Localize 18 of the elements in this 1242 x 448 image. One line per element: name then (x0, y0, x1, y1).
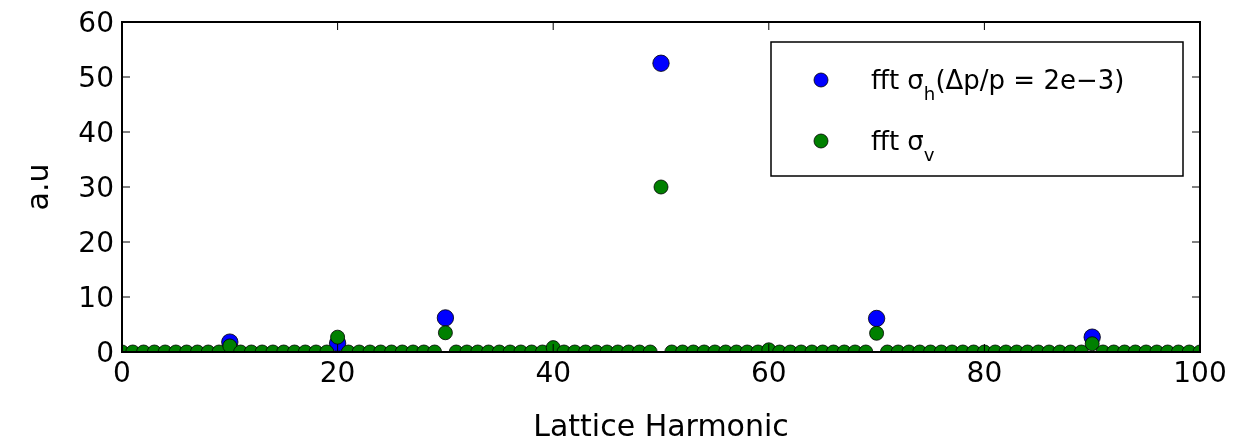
x-tick-label: 100 (1173, 356, 1227, 389)
x-tick-label: 80 (966, 356, 1003, 389)
y-tick-label: 50 (78, 60, 114, 94)
y-tick-label: 60 (78, 5, 114, 39)
y-axis-title: a.u (20, 163, 55, 211)
x-tick-label: 60 (750, 356, 787, 389)
x-axis-title: Lattice Harmonic (533, 408, 789, 443)
y-tick-label: 20 (78, 225, 114, 259)
y-tick-label: 10 (78, 280, 114, 314)
x-tick-label: 20 (319, 356, 356, 389)
legend-label: fft σ$_{h}$(Δp/p = 2e−3) (871, 65, 1125, 104)
point (436, 309, 454, 327)
y-tick-label: 40 (78, 115, 114, 149)
point (652, 54, 670, 72)
point (868, 309, 886, 328)
y-tick-label: 30 (78, 170, 114, 204)
x-tick-label: 40 (535, 356, 572, 389)
legend-label: fft σ$_{v}$ (871, 126, 935, 165)
